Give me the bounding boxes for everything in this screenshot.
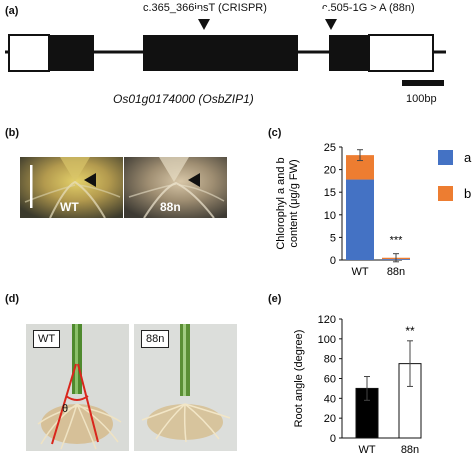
y-tick-label: 40 xyxy=(324,393,336,405)
panel-label-c: (c) xyxy=(268,127,282,139)
mutation-marker-88n xyxy=(321,9,337,30)
panel-label-d: (d) xyxy=(5,293,20,305)
photo-wt-label: WT xyxy=(60,200,79,214)
scale-bar-label: 100bp xyxy=(406,93,437,105)
angle-theta-symbol: θ xyxy=(62,403,68,415)
x-tick-label: WT xyxy=(351,266,368,278)
bar-WT-a xyxy=(346,179,374,260)
photo-scale-bar xyxy=(30,165,33,208)
photo-88n-root xyxy=(134,324,237,451)
chlorophyll-chart: Chlorophyl a and bcontent (μg/g FW) 0 5 10 1… xyxy=(275,142,472,278)
y-axis-label-line2: content (μg/g FW) xyxy=(288,159,300,247)
gene-name: Os01g0174000 (OsbZIP1) xyxy=(113,92,254,106)
scale-bar xyxy=(402,80,444,86)
x-tick-label: WT xyxy=(358,444,375,456)
gene-structure-diagram xyxy=(5,34,446,72)
photo-88n-label: 88n xyxy=(160,200,181,214)
significance-marker: *** xyxy=(390,235,404,247)
y-tick-label: 20 xyxy=(324,165,336,177)
significance-marker: ** xyxy=(405,324,415,338)
arrowhead-icon xyxy=(188,173,200,187)
utr-3 xyxy=(368,34,434,72)
exon-3 xyxy=(329,35,369,71)
legend-label-b: b xyxy=(464,186,471,201)
panel-label-b: (b) xyxy=(5,127,20,139)
photo-wt-root-label: WT xyxy=(33,330,61,348)
y-tick-label: 20 xyxy=(324,413,336,425)
y-tick-label: 0 xyxy=(330,433,336,445)
panel-label-a: (a) xyxy=(5,5,19,17)
photo-88n-root-label: 88n xyxy=(141,330,170,348)
arrowhead-icon xyxy=(84,173,96,187)
y-tick-label: 100 xyxy=(318,334,336,346)
y-tick-label: 5 xyxy=(330,232,336,244)
mutation-label-88n: c.505-1G > A (88n) xyxy=(322,2,415,14)
panel-label-e: (e) xyxy=(268,293,282,305)
mutation-label-crispr: c.365_366insT (CRISPR) xyxy=(143,2,267,14)
exon-2 xyxy=(143,35,298,71)
legend-swatch-b xyxy=(438,186,453,201)
y-tick-label: 0 xyxy=(330,255,336,267)
y-tick-label: 60 xyxy=(324,374,336,386)
root-angle-chart: Root angle (degree) 0 20 40 60 80 100 120 WT 88n *… xyxy=(293,314,422,456)
root-angle-lines xyxy=(51,363,99,445)
photo-88n-seedling xyxy=(124,157,227,218)
y-tick-label: 10 xyxy=(324,210,336,222)
legend-swatch-a xyxy=(438,150,453,165)
photo-wt-seedling xyxy=(20,157,123,218)
legend-label-a: a xyxy=(464,150,472,165)
y-tick-label: 15 xyxy=(324,187,336,199)
y-tick-label: 25 xyxy=(324,142,336,154)
y-axis-label-line1: Chlorophyl a and b xyxy=(275,157,287,249)
y-tick-label: 120 xyxy=(318,314,336,326)
x-tick-label: 88n xyxy=(401,444,419,456)
y-axis-label: Root angle (degree) xyxy=(293,330,305,428)
x-tick-label: 88n xyxy=(387,266,405,278)
utr-5 xyxy=(8,34,50,72)
y-tick-label: 80 xyxy=(324,354,336,366)
y-axis-label: Chlorophyl a and bcontent (μg/g FW) xyxy=(275,157,300,249)
mutation-marker-crispr xyxy=(194,9,210,30)
exon-1 xyxy=(49,35,94,71)
